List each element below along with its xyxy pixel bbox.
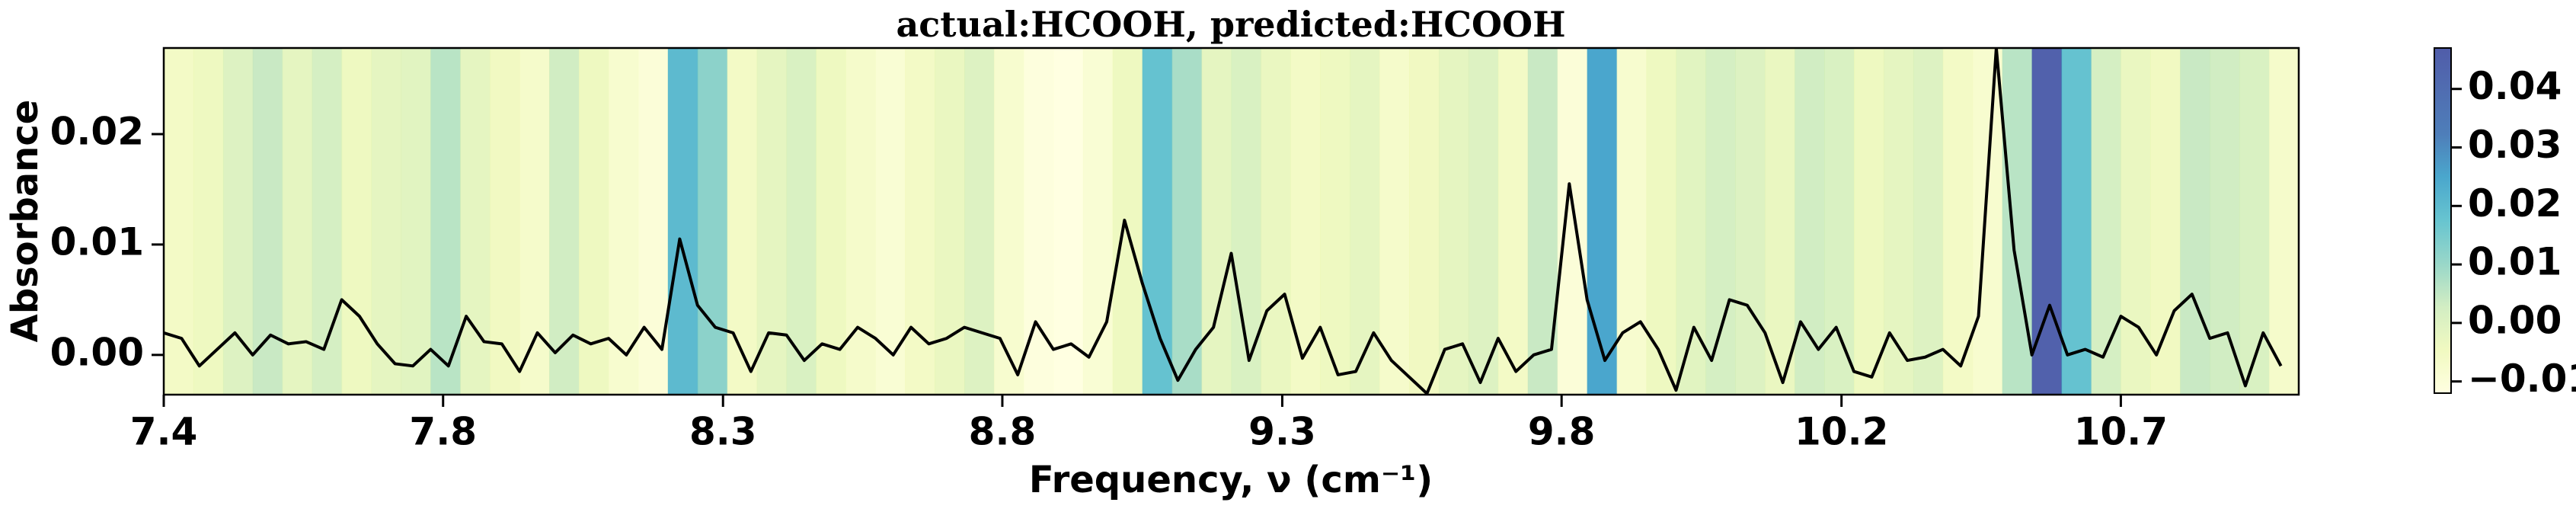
x-tick-label: 8.8: [969, 410, 1037, 454]
attribution-band: [1112, 48, 1143, 395]
colorbar-tick-label: 0.02: [2468, 181, 2562, 226]
attribution-band: [786, 48, 817, 395]
attribution-band: [2002, 48, 2033, 395]
attribution-band: [1824, 48, 1855, 395]
attribution-band: [252, 48, 283, 395]
attribution-band: [816, 48, 847, 395]
attribution-band: [2121, 48, 2151, 395]
attribution-band: [1854, 48, 1884, 395]
attribution-band: [341, 48, 372, 395]
plot-area: [164, 48, 2283, 395]
y-tick-label: 0.01: [50, 219, 144, 264]
attribution-band: [875, 48, 906, 395]
attribution-band: [697, 48, 728, 395]
colorbar-tick-label: 0.00: [2468, 298, 2562, 342]
plot-frame: [162, 46, 2300, 396]
attribution-band: [1913, 48, 1944, 395]
y-axis-label: Absorbance: [4, 100, 46, 343]
x-tick-label: 10.7: [2074, 410, 2168, 454]
attribution-band: [1023, 48, 1054, 395]
attribution-band: [1587, 48, 1618, 395]
x-tick-label: 9.3: [1248, 410, 1316, 454]
attribution-band: [2269, 48, 2299, 395]
colorbar-tick-label: 0.04: [2468, 64, 2562, 108]
attribution-band: [460, 48, 491, 395]
x-axis-label: Frequency, ν (cm⁻¹): [1029, 459, 1433, 501]
attribution-band: [1883, 48, 1914, 395]
attribution-band: [1795, 48, 1825, 395]
attribution-band: [1201, 48, 1232, 395]
attribution-band: [282, 48, 313, 395]
attribution-band: [164, 48, 194, 395]
attribution-band: [994, 48, 1024, 395]
colorbar: [2434, 47, 2452, 394]
attribution-band: [2239, 48, 2270, 395]
attribution-band: [2210, 48, 2240, 395]
attribution-band: [1616, 48, 1648, 395]
attribution-band: [964, 48, 995, 395]
y-tick-label: 0.02: [50, 110, 144, 154]
attribution-band: [2061, 48, 2092, 395]
attribution-band: [193, 48, 224, 395]
attribution-band: [2180, 48, 2210, 395]
attribution-band: [430, 48, 461, 395]
attribution-band: [1409, 48, 1440, 395]
x-tick-label: 7.4: [130, 410, 198, 454]
attribution-band: [1290, 48, 1321, 395]
attribution-band: [1053, 48, 1084, 395]
attribution-band: [1468, 48, 1499, 395]
attribution-band: [1261, 48, 1291, 395]
colorbar-tick-label: −0.01: [2468, 357, 2576, 401]
data-line: [164, 48, 2283, 395]
heatmap: [164, 48, 2299, 395]
attribution-band: [1379, 48, 1410, 395]
colorbar-tick-label: 0.01: [2468, 240, 2562, 284]
attribution-band: [490, 48, 520, 395]
attribution-band: [608, 48, 639, 395]
chart-title: actual:HCOOH, predicted:HCOOH: [896, 4, 1565, 45]
attribution-band: [1942, 48, 1974, 395]
attribution-band: [1142, 48, 1173, 395]
attribution-band: [1972, 48, 2003, 395]
attribution-band: [1171, 48, 1203, 395]
attribution-band: [845, 48, 876, 395]
attribution-band: [401, 48, 431, 395]
attribution-band: [2150, 48, 2181, 395]
x-tick-label: 9.8: [1528, 410, 1596, 454]
attribution-band: [667, 48, 698, 395]
attribution-band: [579, 48, 609, 395]
attribution-band: [756, 48, 788, 395]
attribution-band: [1082, 48, 1114, 395]
attribution-band: [1646, 48, 1677, 395]
colorbar-tick-label: 0.03: [2468, 123, 2562, 167]
x-tick-label: 7.8: [409, 410, 477, 454]
attribution-band: [935, 48, 965, 395]
attribution-band: [1735, 48, 1766, 395]
x-tick-label: 8.3: [689, 410, 757, 454]
y-tick-label: 0.00: [50, 330, 144, 374]
attribution-band: [1439, 48, 1469, 395]
attribution-band: [222, 48, 254, 395]
attribution-band: [1497, 48, 1529, 395]
attribution-band: [371, 48, 402, 395]
attribution-band: [727, 48, 758, 395]
attribution-band: [1557, 48, 1588, 395]
attribution-band: [1350, 48, 1380, 395]
attribution-band: [2091, 48, 2122, 395]
attribution-band: [1705, 48, 1736, 395]
x-tick-label: 10.2: [1795, 410, 1888, 454]
attribution-band: [1765, 48, 1795, 395]
